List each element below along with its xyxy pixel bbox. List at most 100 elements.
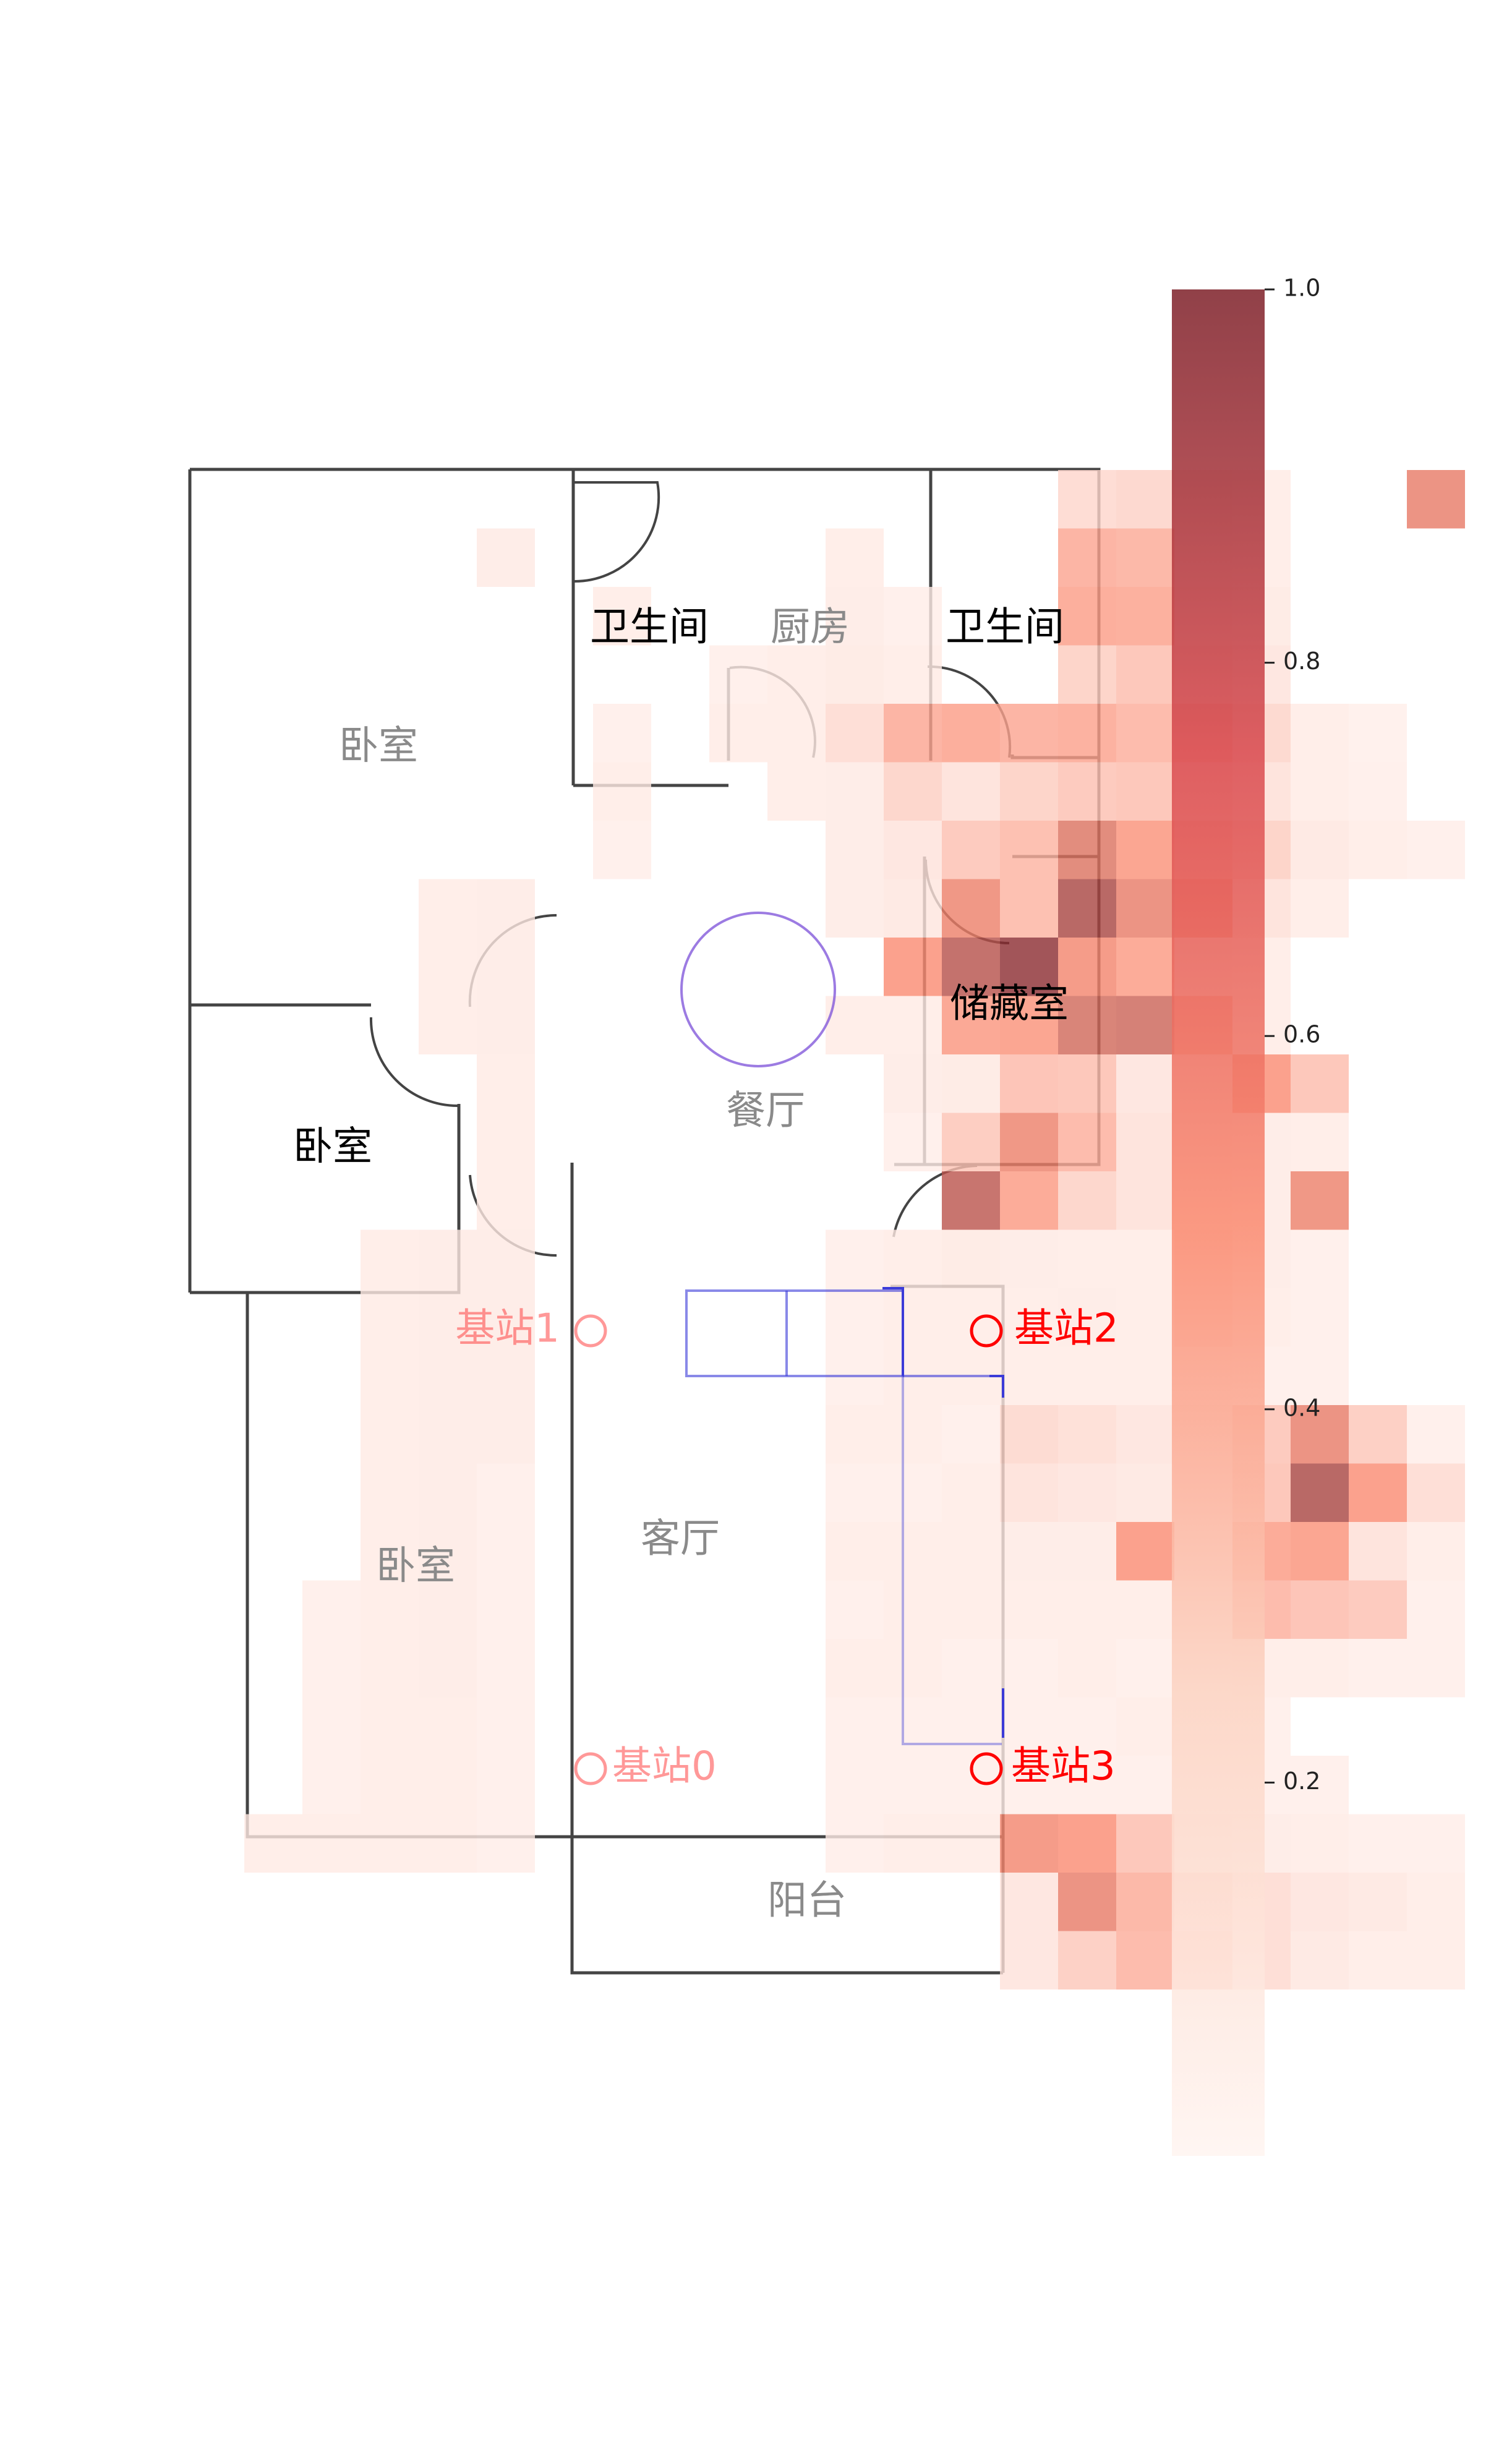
heat-cell xyxy=(942,1113,1000,1171)
heat-cell xyxy=(1058,996,1116,1054)
heat-cell xyxy=(1291,1405,1349,1464)
heat-cell xyxy=(884,1639,942,1698)
heat-cell xyxy=(477,1639,535,1698)
heat-cell xyxy=(942,1463,1000,1522)
heat-cell xyxy=(477,1229,535,1288)
heat-cell xyxy=(1058,821,1116,879)
heat-cell xyxy=(1116,1756,1174,1814)
heat-cell xyxy=(1291,1346,1349,1405)
heat-cell xyxy=(1000,704,1058,763)
heat-cell xyxy=(1116,587,1174,646)
heat-cell xyxy=(419,879,477,938)
heat-cell xyxy=(1058,1931,1116,1990)
heat-cell xyxy=(1291,1229,1349,1288)
heat-cell xyxy=(884,1697,942,1756)
heat-cell xyxy=(942,1814,1000,1873)
heat-cell xyxy=(1407,1873,1465,1931)
room-label: 卧室 xyxy=(376,1544,455,1589)
heat-cell xyxy=(1000,1229,1058,1288)
room-label: 餐厅 xyxy=(726,1088,805,1134)
heat-cell xyxy=(1116,821,1174,879)
heat-cell xyxy=(419,1522,477,1581)
colorbar-tick-label: 0.4 xyxy=(1283,1394,1320,1421)
heat-cell xyxy=(1058,1288,1116,1347)
heat-cell xyxy=(767,704,826,763)
heat-cell xyxy=(1349,1639,1407,1698)
heat-cell xyxy=(884,645,942,704)
heat-cell xyxy=(1000,1814,1058,1873)
heat-cell xyxy=(1349,1463,1407,1522)
heat-cell xyxy=(826,587,884,646)
heat-cell xyxy=(1058,470,1116,529)
heat-cell xyxy=(826,1756,884,1814)
heat-cell xyxy=(826,879,884,938)
heat-cell xyxy=(419,938,477,996)
heat-cell xyxy=(1058,762,1116,821)
heat-cell xyxy=(1291,1171,1349,1230)
heat-cell xyxy=(1058,1873,1116,1931)
heat-cell xyxy=(477,1756,535,1814)
heat-cell xyxy=(1291,1580,1349,1639)
heat-cell xyxy=(884,938,942,996)
heat-cell xyxy=(826,1522,884,1581)
heat-cell xyxy=(1291,1054,1349,1113)
heat-cell xyxy=(709,645,767,704)
colorbar-tick-label: 0.2 xyxy=(1283,1767,1320,1795)
heat-cell xyxy=(1116,1346,1174,1405)
heat-cell xyxy=(419,1229,477,1288)
heat-cell xyxy=(1058,1522,1116,1581)
base-station-marker xyxy=(574,1752,607,1785)
heat-cell xyxy=(593,704,651,763)
heat-cell xyxy=(1058,645,1116,704)
room-label: 卫生间 xyxy=(590,605,709,651)
heat-cell xyxy=(1058,1054,1116,1113)
heat-cell xyxy=(361,1522,419,1581)
heat-cell xyxy=(884,1113,942,1171)
heat-cell xyxy=(1349,1522,1407,1581)
heat-cell xyxy=(942,1522,1000,1581)
heat-cell xyxy=(884,1522,942,1581)
heat-cell xyxy=(1349,1873,1407,1931)
heat-cell xyxy=(1000,1054,1058,1113)
heat-cell xyxy=(1291,1463,1349,1522)
heat-cell xyxy=(1407,1463,1465,1522)
base-station-label: 基站0 xyxy=(612,1744,717,1790)
heat-cell xyxy=(361,1288,419,1347)
heat-cell xyxy=(419,1756,477,1814)
heat-cell xyxy=(709,704,767,763)
heat-cell xyxy=(1116,1580,1174,1639)
room-label: 厨房 xyxy=(771,605,850,651)
heat-cell xyxy=(884,762,942,821)
colorbar: 0.2 0.4 0.6 0.8 1.0 xyxy=(1172,275,1320,2156)
heat-cell xyxy=(1349,821,1407,879)
heat-cell xyxy=(1000,1463,1058,1522)
heat-cell xyxy=(1058,1229,1116,1288)
heat-cell xyxy=(1058,1463,1116,1522)
heatmap-cells xyxy=(244,470,1465,1990)
heat-cell xyxy=(1291,1873,1349,1931)
heat-cell xyxy=(477,1697,535,1756)
room-label: 储藏室 xyxy=(950,981,1069,1027)
heat-cell xyxy=(942,1405,1000,1464)
heat-cell xyxy=(1000,762,1058,821)
heat-cell xyxy=(477,1346,535,1405)
heat-cell xyxy=(1058,1697,1116,1756)
heat-cell xyxy=(419,1639,477,1698)
heat-cell xyxy=(477,996,535,1054)
heat-cell xyxy=(1000,1756,1058,1814)
colorbar-tick-label: 0.6 xyxy=(1283,1021,1320,1048)
heat-cell xyxy=(361,1639,419,1698)
heat-cell xyxy=(884,1756,942,1814)
heat-cell xyxy=(1407,1814,1465,1873)
heat-cell xyxy=(942,1580,1000,1639)
heat-cell xyxy=(302,1697,361,1756)
heat-cell xyxy=(1058,1113,1116,1171)
heat-cell xyxy=(477,1463,535,1522)
heat-cell xyxy=(1116,1463,1174,1522)
heat-cell xyxy=(884,996,942,1054)
heat-cell xyxy=(477,1171,535,1230)
heat-cell xyxy=(942,821,1000,879)
heat-cell xyxy=(419,1405,477,1464)
heat-cell xyxy=(942,1639,1000,1698)
